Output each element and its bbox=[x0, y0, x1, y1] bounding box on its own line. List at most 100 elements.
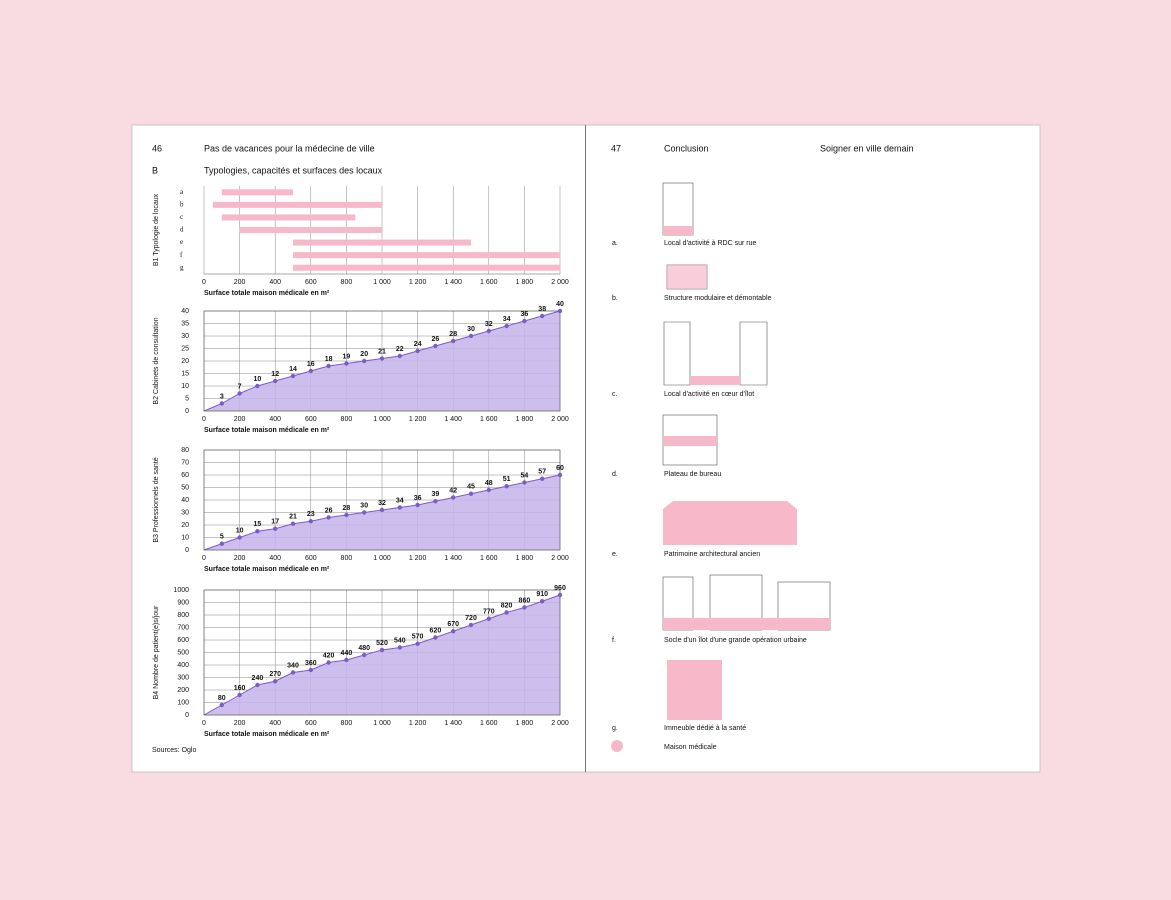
y-tick-label: 0 bbox=[185, 547, 189, 554]
item-letter: c. bbox=[612, 391, 618, 398]
value-label: 34 bbox=[503, 316, 511, 323]
point bbox=[451, 629, 456, 634]
value-label: 54 bbox=[521, 472, 529, 479]
y-tick-label: 800 bbox=[177, 612, 189, 619]
value-label: 360 bbox=[305, 660, 317, 667]
x-tick-label: 800 bbox=[341, 279, 353, 286]
value-label: 16 bbox=[307, 361, 315, 368]
point bbox=[433, 635, 438, 640]
value-label: 32 bbox=[378, 500, 386, 507]
x-tick-label: 200 bbox=[234, 555, 246, 562]
value-label: 3 bbox=[220, 393, 224, 400]
item-letter: e. bbox=[612, 551, 618, 558]
plot-frame bbox=[203, 310, 561, 412]
x-tick-label: 2 000 bbox=[551, 416, 569, 423]
x-tick-label: 400 bbox=[269, 279, 281, 286]
item-label: Structure modulaire et démontable bbox=[664, 295, 771, 302]
x-tick-label: 400 bbox=[269, 555, 281, 562]
point bbox=[308, 667, 313, 673]
point bbox=[308, 519, 313, 524]
value-label: 15 bbox=[254, 521, 262, 528]
point bbox=[237, 535, 242, 540]
value-label: 38 bbox=[538, 306, 546, 313]
x-tick-label: 1 000 bbox=[373, 416, 391, 423]
line-start bbox=[203, 704, 223, 716]
point bbox=[504, 610, 509, 615]
x-tick-label: 2 000 bbox=[551, 720, 569, 727]
item-label: Immeuble dédié à la santé bbox=[664, 725, 746, 732]
y-axis-title: B4 Nombre de patient(e)s/jour bbox=[153, 605, 160, 699]
y-tick-label: 40 bbox=[181, 308, 189, 315]
item-letter: f. bbox=[612, 637, 616, 644]
value-label: 34 bbox=[396, 497, 404, 504]
y-tick-label: 300 bbox=[177, 674, 189, 681]
x-tick-label: 600 bbox=[305, 720, 317, 727]
value-label: 48 bbox=[485, 480, 493, 487]
point bbox=[255, 383, 260, 389]
value-label: 720 bbox=[465, 615, 477, 622]
value-label: 45 bbox=[467, 484, 475, 491]
point bbox=[290, 670, 296, 675]
point bbox=[397, 505, 402, 510]
value-label: 620 bbox=[430, 627, 442, 634]
item-letter: b. bbox=[612, 295, 618, 302]
value-label: 22 bbox=[396, 346, 404, 353]
x-tick-label: 1 200 bbox=[409, 279, 427, 286]
value-label: 480 bbox=[358, 645, 370, 652]
x-tick-label: 1 600 bbox=[480, 279, 498, 286]
value-label: 36 bbox=[521, 311, 529, 318]
point bbox=[273, 378, 278, 384]
value-label: 21 bbox=[289, 514, 297, 521]
value-label: 40 bbox=[556, 301, 564, 308]
value-label: 28 bbox=[449, 331, 457, 338]
point bbox=[451, 495, 456, 500]
y-axis-title: B1 Typologie de locaux bbox=[153, 193, 160, 266]
value-label: 60 bbox=[556, 465, 564, 472]
point bbox=[522, 605, 527, 610]
point bbox=[290, 521, 296, 526]
y-axis-title: B2 Cabinets de consultation bbox=[153, 317, 160, 404]
x-tick-label: 1 200 bbox=[409, 416, 427, 423]
y-tick-label: 400 bbox=[177, 662, 189, 669]
point bbox=[308, 368, 313, 374]
point bbox=[486, 328, 491, 334]
point bbox=[397, 645, 402, 650]
y-axis-title: B3 Professionnels de santé bbox=[153, 457, 160, 542]
value-label: 520 bbox=[376, 640, 388, 647]
point bbox=[433, 343, 438, 349]
point bbox=[237, 692, 242, 698]
point bbox=[557, 472, 563, 478]
x-axis-title: Surface totale maison médicale en m² bbox=[204, 427, 330, 434]
y-tick-label: 600 bbox=[177, 637, 189, 644]
point bbox=[273, 526, 278, 531]
y-tick-label: 50 bbox=[181, 484, 189, 491]
point bbox=[415, 502, 420, 508]
x-tick-label: 600 bbox=[305, 555, 317, 562]
x-tick-label: 0 bbox=[202, 720, 206, 727]
point bbox=[451, 338, 456, 344]
x-tick-label: 200 bbox=[234, 720, 246, 727]
value-label: 270 bbox=[269, 671, 281, 678]
y-tick-label: 60 bbox=[181, 472, 189, 479]
point bbox=[379, 507, 385, 513]
x-tick-label: 1 000 bbox=[373, 720, 391, 727]
point bbox=[362, 510, 367, 515]
item-label: Local d'activité en cœur d'îlot bbox=[664, 391, 754, 398]
value-label: 7 bbox=[238, 383, 242, 390]
x-tick-label: 1 800 bbox=[516, 279, 534, 286]
x-tick-label: 1 200 bbox=[409, 555, 427, 562]
value-label: 57 bbox=[538, 469, 546, 476]
running-title: Soigner en ville demain bbox=[820, 143, 914, 153]
y-tick-label: 25 bbox=[181, 345, 189, 352]
y-tick-label: g bbox=[180, 263, 184, 271]
y-tick-label: 20 bbox=[181, 358, 189, 365]
y-tick-label: 70 bbox=[181, 459, 189, 466]
x-tick-label: 1 800 bbox=[516, 416, 534, 423]
x-tick-label: 2 000 bbox=[551, 279, 569, 286]
item-label: Local d'activité à RDC sur rue bbox=[664, 240, 756, 247]
value-label: 26 bbox=[325, 507, 333, 514]
x-tick-label: 0 bbox=[202, 555, 206, 562]
point bbox=[237, 391, 242, 396]
point bbox=[468, 622, 474, 628]
value-label: 20 bbox=[360, 351, 368, 358]
